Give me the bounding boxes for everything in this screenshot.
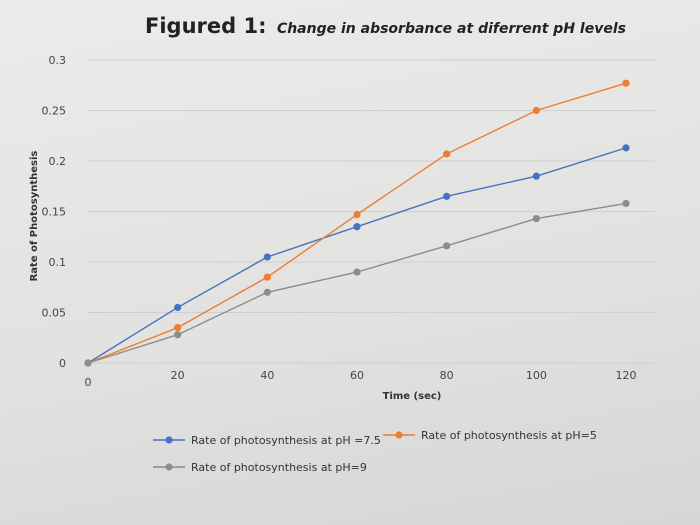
data-point xyxy=(622,199,630,208)
legend-entry-label: Rate of photosynthesis at pH =7.5 xyxy=(191,434,381,447)
y-axis-ticks: 0 0.05 0.1 0.15 0.2 0.25 0.3 xyxy=(42,54,67,370)
y-axis-label: Rate of Photosynthesis xyxy=(29,151,40,282)
x-tick-label: 100 xyxy=(526,369,547,382)
x-tick-label: 20 xyxy=(171,369,185,382)
y-tick-label: 0.05 xyxy=(42,307,67,320)
x-axis-label: Time (sec) xyxy=(383,391,442,402)
data-point xyxy=(353,268,361,276)
data-point xyxy=(263,273,271,281)
data-point xyxy=(622,79,630,87)
data-point xyxy=(174,324,182,332)
chart-title: Figured 1: Change in absorbance at difer… xyxy=(145,14,626,38)
data-series xyxy=(84,79,630,367)
data-point xyxy=(84,359,92,367)
x-axis-ticks: 0 20 40 60 80 100 120 xyxy=(85,369,637,389)
data-point xyxy=(443,242,451,250)
data-point xyxy=(532,172,540,180)
data-point xyxy=(174,303,182,312)
data-point xyxy=(443,192,451,200)
data-point xyxy=(353,223,361,231)
x-tick-label: 80 xyxy=(440,369,454,382)
x-tick-label: 0 xyxy=(85,376,92,389)
legend-swatch-marker xyxy=(395,431,403,439)
data-point xyxy=(174,331,182,339)
chart-subtitle: Change in absorbance at diferrent pH lev… xyxy=(277,21,626,37)
data-point xyxy=(622,144,630,152)
y-tick-label: 0.15 xyxy=(42,206,67,219)
data-point xyxy=(532,214,540,223)
legend-entry-label: Rate of photosynthesis at pH=5 xyxy=(421,429,597,442)
y-tick-label: 0.3 xyxy=(49,54,67,67)
x-tick-label: 60 xyxy=(350,369,364,382)
data-point xyxy=(443,150,451,158)
x-tick-label: 40 xyxy=(260,369,274,382)
legend-swatch-marker xyxy=(165,436,173,444)
legend: Rate of photosynthesis at pH =7.5 Rate of… xyxy=(153,429,597,474)
chart-title-main: Figured 1: xyxy=(145,14,266,38)
legend-swatch-marker xyxy=(165,463,173,471)
y-tick-label: 0.2 xyxy=(49,155,67,168)
gridlines xyxy=(88,59,655,364)
x-tick-label: 120 xyxy=(616,369,637,382)
legend-entry-label: Rate of photosynthesis at pH=9 xyxy=(191,461,367,474)
data-point xyxy=(353,210,361,219)
y-tick-label: 0.1 xyxy=(49,256,67,269)
data-point xyxy=(263,253,271,261)
data-point xyxy=(263,288,271,296)
y-tick-label: 0 xyxy=(59,357,66,370)
y-tick-label: 0.25 xyxy=(42,105,67,118)
data-point xyxy=(532,106,540,115)
